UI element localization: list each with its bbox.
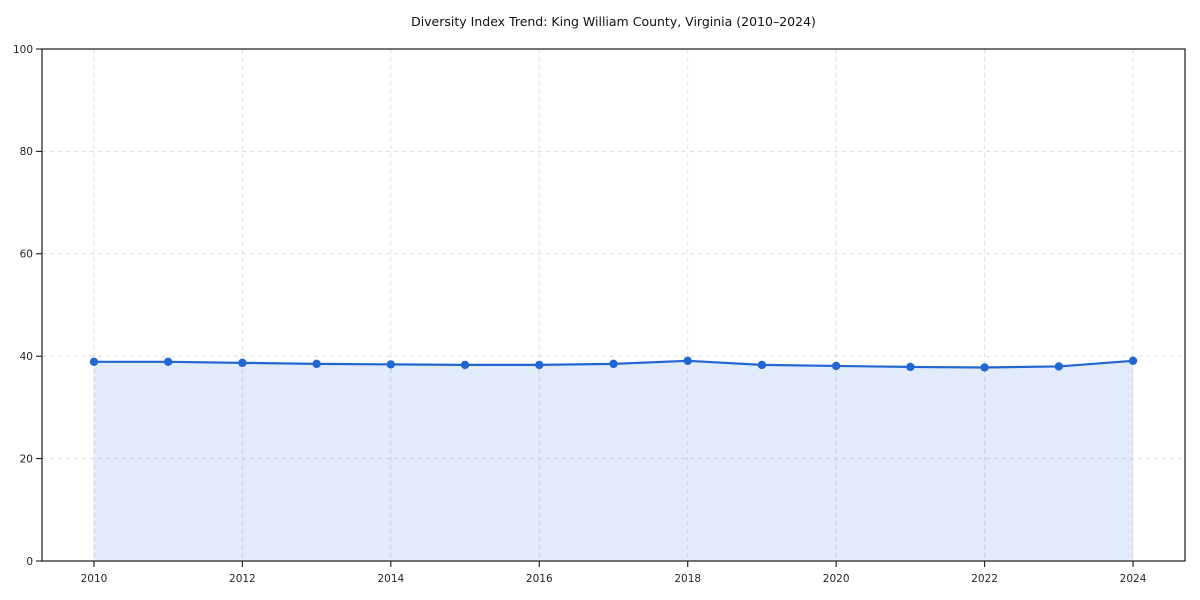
data-point-2017 <box>609 359 618 369</box>
x-tick-label: 2010 <box>81 573 108 585</box>
x-tick-label: 2020 <box>823 573 850 585</box>
data-point-2022 <box>980 363 989 372</box>
y-tick-label: 100 <box>13 44 33 56</box>
area-fill <box>93 360 1134 561</box>
x-tick-label: 2018 <box>674 573 701 585</box>
area-fill-layer <box>93 360 1134 561</box>
x-tick-label: 2014 <box>377 573 404 585</box>
plot-border <box>41 48 1186 562</box>
x-tick-label: 2022 <box>971 573 998 585</box>
x-tick-label: 2012 <box>229 573 256 585</box>
x-tick-label: 2016 <box>526 573 553 585</box>
data-point-2020 <box>831 361 841 371</box>
data-point-2012 <box>238 358 247 368</box>
data-point-2023 <box>1054 362 1064 371</box>
data-point-2013 <box>312 359 321 369</box>
data-point-2019 <box>757 360 767 370</box>
data-point-2010 <box>89 357 99 367</box>
chart-title: Diversity Index Trend: King William Coun… <box>411 14 816 29</box>
data-points-layer <box>89 356 1138 372</box>
data-point-2014 <box>386 360 396 369</box>
data-point-2015 <box>460 360 470 370</box>
data-point-2024 <box>1128 356 1138 366</box>
y-tick-label: 20 <box>20 453 33 465</box>
data-point-2016 <box>535 360 544 370</box>
y-tick-label: 40 <box>20 351 33 363</box>
tick-marks-layer <box>36 48 1134 567</box>
axes-spines-layer <box>41 48 1186 562</box>
x-tick-label: 2024 <box>1120 573 1147 585</box>
tick-labels-layer: 2010 2012 2014 2016 2018 2020 2022 2024 0 20 40 60 8… <box>13 44 1147 585</box>
y-tick-label: 60 <box>20 249 33 261</box>
data-point-2018 <box>683 356 692 366</box>
data-point-2021 <box>906 362 915 372</box>
y-tick-label: 80 <box>20 146 33 158</box>
data-point-2011 <box>163 357 173 367</box>
y-tick-label: 0 <box>26 556 33 568</box>
